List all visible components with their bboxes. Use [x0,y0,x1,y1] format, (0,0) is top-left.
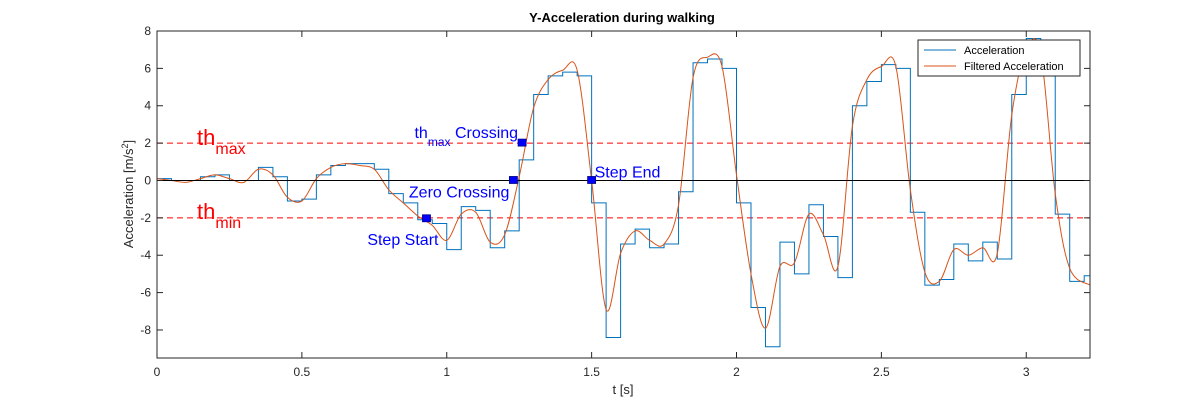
legend-entry: Acceleration [964,45,1025,57]
marker-point [422,214,431,223]
y-axis: -8 -6 -4 -2 0 2 4 6 8 [140,24,1090,337]
plot-frame [156,30,1091,359]
series-acceleration [157,37,1090,348]
x-tick-label: 0.5 [294,365,311,379]
marker-point [508,176,518,184]
y-tick-label: 4 [144,99,151,113]
x-tick-label: 3 [1023,365,1030,379]
legend: Acceleration Filtered Acceleration [917,39,1081,77]
series-group [157,37,1090,348]
y-tick-label: -8 [140,323,151,337]
x-tick-label: 1.5 [583,365,600,379]
y-tick-label: 0 [144,173,151,187]
threshold-lines [157,142,1090,219]
plot-area: Step Start Zero Crossing thmax Crossing Ste… [140,24,1091,379]
series-filtered-acceleration [157,38,1090,329]
marker-label-zero-crossing: Zero Crossing [409,184,509,201]
y-tick-label: 6 [144,61,151,75]
marker-point [587,176,597,184]
marker-label-step-end: Step End [595,164,661,181]
y-axis-label: Acceleration [m/s2] [120,140,136,248]
plot-background [157,31,1090,358]
threshold-min-label: thmin [197,199,241,232]
y-tick-label: -6 [140,286,151,300]
y-tick-label: 2 [144,136,151,150]
y-tick-label: -2 [140,211,151,225]
marker-point [517,138,527,147]
x-axis: 0 0.5 1 1.5 2 2.5 3 [154,31,1030,379]
marker-label-thmax-crossing: thmax Crossing [414,125,518,149]
y-tick-label: -4 [140,248,151,262]
legend-box [917,39,1081,77]
threshold-labels: thmax thmin [197,125,246,232]
markers: Step Start Zero Crossing thmax Crossing Ste… [367,125,660,249]
threshold-max-label: thmax [197,125,246,158]
y-tick-label: 8 [144,24,151,38]
x-tick-label: 0 [154,365,161,379]
chart-title: Y-Acceleration during walking [529,10,715,25]
x-tick-label: 1 [443,365,450,379]
x-tick-label: 2 [733,365,740,379]
legend-entry: Filtered Acceleration [964,61,1064,73]
x-axis-label: t [s] [613,382,634,397]
marker-label-step-start: Step Start [367,232,439,249]
x-tick-label: 2.5 [873,365,890,379]
